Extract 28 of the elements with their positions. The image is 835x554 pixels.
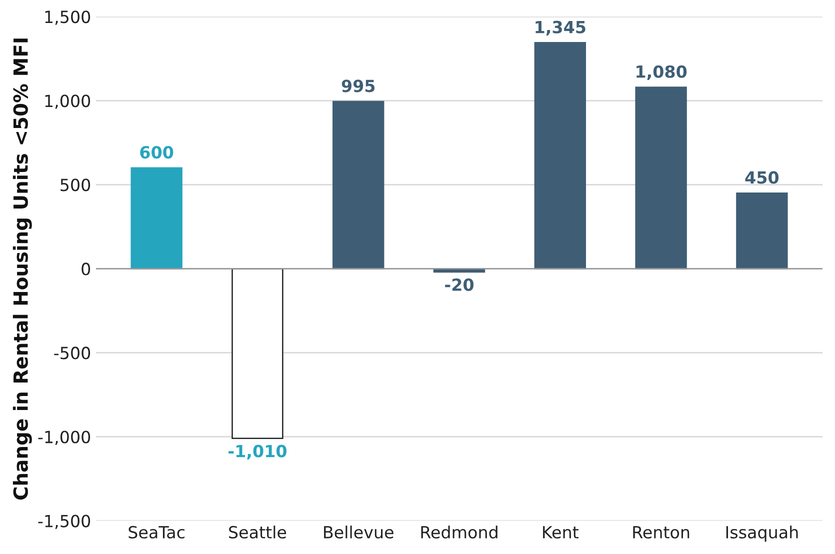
bar <box>736 192 788 270</box>
x-tick-label: Renton <box>633 526 690 539</box>
bar <box>332 100 384 270</box>
x-tick-label: SeaTac <box>128 526 184 539</box>
y-tick-label: -1,500 <box>38 514 90 530</box>
bar <box>635 86 687 270</box>
data-label: 995 <box>342 80 375 92</box>
data-label: 600 <box>140 146 174 159</box>
y-tick-label: 0 <box>82 262 90 276</box>
bar <box>130 167 182 270</box>
y-tick-label: 1,000 <box>45 94 90 109</box>
y-tick-label: -1,000 <box>38 430 90 446</box>
x-tick-label: Issaquah <box>726 526 798 542</box>
bar <box>232 268 284 440</box>
x-tick-label: Seattle <box>229 526 286 539</box>
y-tick-label: -500 <box>54 346 90 360</box>
y-tick-label: 1,500 <box>45 10 90 25</box>
data-label: 450 <box>745 171 779 184</box>
data-label: 1,080 <box>636 65 687 80</box>
data-label: -1,010 <box>228 444 286 460</box>
y-tick-label: 500 <box>60 178 90 192</box>
x-tick-label: Bellevue <box>324 526 394 539</box>
y-axis-title: Change in Rental Housing Units <50% MFI <box>12 38 32 500</box>
bar <box>534 42 586 270</box>
x-tick-label: Redmond <box>421 526 498 539</box>
x-tick-label: Kent <box>543 526 578 539</box>
data-label: 1,345 <box>536 20 586 36</box>
data-label: -20 <box>445 278 474 291</box>
